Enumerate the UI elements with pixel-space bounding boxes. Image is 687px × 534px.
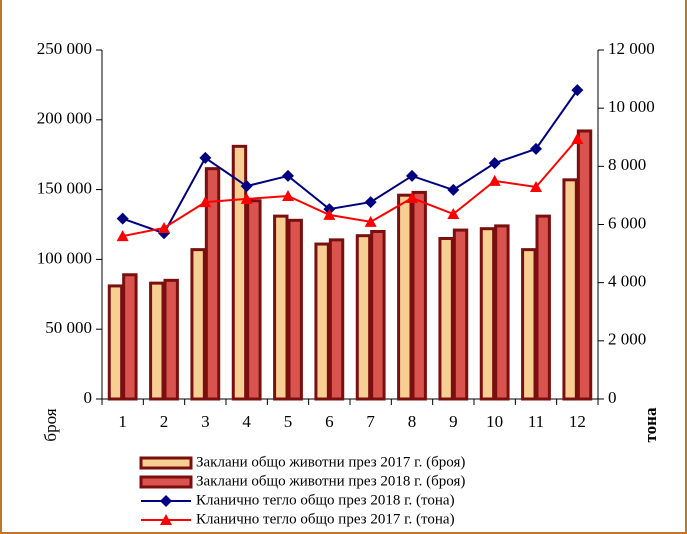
y2-tick-label: 2 000 bbox=[608, 330, 646, 349]
marker bbox=[240, 192, 253, 204]
marker bbox=[488, 174, 501, 186]
y2-tick-label: 0 bbox=[608, 388, 617, 407]
y-tick-label: 200 000 bbox=[37, 109, 92, 128]
x-tick-label: 12 bbox=[569, 412, 586, 431]
bar bbox=[231, 144, 248, 401]
marker bbox=[488, 157, 501, 170]
x-tick-label: 9 bbox=[449, 412, 458, 431]
marker bbox=[530, 142, 542, 155]
marker bbox=[364, 215, 377, 227]
y2-tick-label: 10 000 bbox=[608, 97, 655, 116]
marker bbox=[530, 180, 542, 192]
line bbox=[122, 89, 579, 235]
bar bbox=[287, 218, 303, 401]
x-tick-label: 10 bbox=[486, 412, 503, 431]
x-tick-label: 3 bbox=[201, 412, 210, 431]
marker bbox=[364, 196, 377, 209]
bar bbox=[107, 284, 124, 401]
y-tick-label: 150 000 bbox=[37, 179, 92, 198]
marker bbox=[199, 196, 212, 208]
bar bbox=[370, 229, 386, 401]
bar bbox=[355, 234, 372, 401]
x-tick-label: 11 bbox=[528, 412, 544, 431]
bar bbox=[204, 167, 221, 401]
bar bbox=[273, 214, 289, 401]
bar bbox=[576, 129, 593, 401]
bar bbox=[521, 248, 537, 401]
y2-tick-label: 12 000 bbox=[608, 39, 655, 58]
marker bbox=[282, 169, 294, 182]
marker bbox=[158, 221, 170, 233]
legend-label: Заклани общо животни през 2017 г. (броя) bbox=[196, 454, 465, 470]
legend-label: Кланично тегло общо през 2018 г. (тона) bbox=[196, 492, 455, 508]
bar bbox=[397, 193, 413, 401]
marker bbox=[571, 84, 584, 97]
y2-axis-label: тона bbox=[641, 407, 660, 442]
line bbox=[122, 138, 579, 238]
bar bbox=[246, 199, 262, 401]
bar bbox=[122, 273, 138, 401]
y2-tick-label: 8 000 bbox=[608, 155, 646, 174]
x-tick-label: 8 bbox=[408, 412, 417, 431]
x-tick-label: 2 bbox=[160, 412, 169, 431]
marker bbox=[447, 183, 460, 196]
y2-tick-label: 4 000 bbox=[608, 272, 646, 291]
marker bbox=[571, 132, 584, 144]
marker bbox=[116, 230, 129, 242]
bar bbox=[314, 242, 330, 401]
y-tick-label: 250 000 bbox=[37, 39, 92, 58]
bar bbox=[438, 236, 454, 401]
y-tick-label: 100 000 bbox=[37, 248, 92, 267]
bar bbox=[190, 248, 206, 401]
legend-label: Заклани общо животни през 2018 г. (броя) bbox=[196, 473, 465, 489]
bar bbox=[494, 224, 510, 401]
marker bbox=[406, 169, 418, 182]
legend-label: Кланично тегло общо през 2017 г. (тона) bbox=[196, 511, 455, 527]
bar bbox=[328, 238, 345, 401]
marker bbox=[160, 495, 172, 507]
marker bbox=[323, 208, 336, 220]
x-tick-label: 7 bbox=[366, 412, 375, 431]
bar bbox=[562, 178, 578, 401]
marker bbox=[199, 151, 212, 164]
marker bbox=[447, 208, 460, 220]
x-tick-label: 5 bbox=[284, 412, 293, 431]
bar bbox=[535, 214, 551, 401]
legend-swatch bbox=[139, 475, 193, 489]
bar bbox=[452, 228, 469, 401]
x-tick-label: 6 bbox=[325, 412, 334, 431]
legend: Заклани общо животни през 2017 г. (броя)… bbox=[139, 454, 465, 527]
marker bbox=[240, 180, 253, 193]
bar bbox=[411, 190, 427, 401]
bar bbox=[163, 278, 179, 401]
y-tick-label: 50 000 bbox=[45, 318, 92, 337]
marker bbox=[282, 189, 294, 201]
bar bbox=[479, 227, 496, 401]
legend-swatch bbox=[139, 456, 193, 470]
y-axis-label: броя bbox=[41, 408, 60, 441]
x-tick-label: 4 bbox=[242, 412, 251, 431]
bar bbox=[149, 281, 165, 401]
marker bbox=[406, 192, 418, 204]
marker bbox=[116, 212, 129, 225]
x-tick-label: 1 bbox=[118, 412, 127, 431]
y-tick-label: 0 bbox=[84, 388, 93, 407]
y2-tick-label: 6 000 bbox=[608, 213, 646, 232]
marker bbox=[160, 514, 172, 525]
